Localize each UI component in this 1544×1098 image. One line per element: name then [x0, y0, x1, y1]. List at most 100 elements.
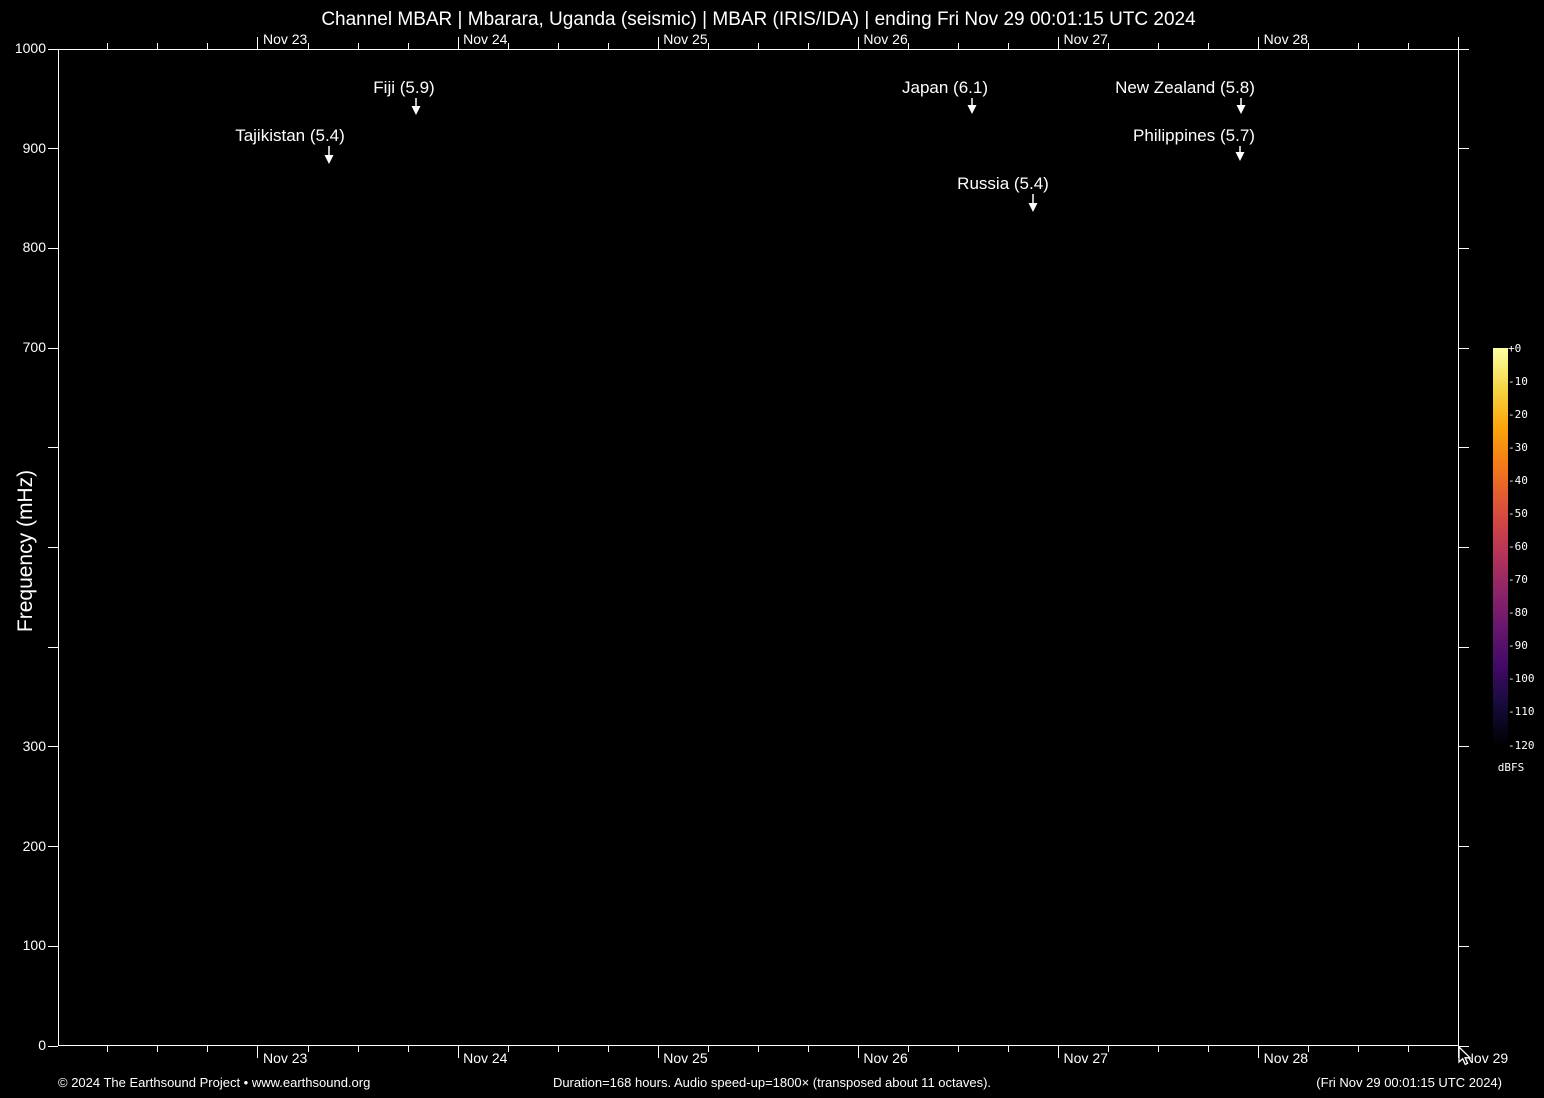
x-tick-minor-bottom — [1358, 1046, 1360, 1052]
colorbar-tick-label: -120 — [1508, 738, 1535, 752]
y-tick-left — [48, 1045, 58, 1047]
y-tick-right — [1459, 746, 1469, 748]
spectrogram-plot-area — [58, 49, 1459, 1046]
x-tick-minor-bottom — [957, 1046, 959, 1052]
x-tick-minor-top — [707, 43, 709, 49]
x-tick-major-bottom — [857, 1046, 859, 1058]
x-tick-minor-bottom — [1208, 1046, 1210, 1052]
footer-duration-info: Duration=168 hours. Audio speed-up=1800×… — [552, 1075, 992, 1090]
y-tick-left — [48, 945, 58, 947]
x-tick-label-top: Nov 25 — [663, 31, 708, 47]
annotation-russia: Russia (5.4) — [957, 174, 1049, 193]
x-tick-minor-bottom — [907, 1046, 909, 1052]
x-tick-minor-bottom — [757, 1046, 759, 1052]
x-tick-minor-top — [357, 43, 359, 49]
x-tick-label-bottom: Nov 24 — [463, 1050, 508, 1066]
x-tick-label-top: Nov 28 — [1263, 31, 1309, 47]
y-tick-right — [1459, 247, 1469, 249]
y-tick-label: 800 — [22, 239, 46, 256]
x-tick-minor-top — [1008, 43, 1009, 49]
x-tick-major-top — [257, 37, 259, 49]
y-tick-right — [1459, 1045, 1469, 1047]
x-tick-minor-bottom — [1408, 1046, 1410, 1052]
x-tick-minor-bottom — [607, 1046, 609, 1052]
x-tick-minor-top — [107, 43, 109, 49]
x-tick-minor-top — [757, 43, 759, 49]
x-tick-major-top — [857, 37, 859, 49]
y-tick-right — [1459, 447, 1469, 449]
y-tick-left — [48, 148, 58, 150]
x-tick-major-bottom — [1058, 1046, 1060, 1058]
y-tick-right — [1459, 547, 1469, 548]
x-tick-minor-top — [307, 43, 309, 49]
x-tick-minor-bottom — [357, 1046, 359, 1052]
x-tick-minor-top — [407, 43, 409, 49]
x-tick-minor-bottom — [307, 1046, 309, 1052]
x-tick-major-bottom — [657, 1046, 659, 1058]
x-tick-minor-top — [957, 43, 959, 49]
y-tick-left — [48, 646, 58, 648]
y-tick-label: 900 — [22, 139, 46, 156]
annotation-philippines: Philippines (5.7) — [1133, 126, 1255, 145]
x-tick-minor-bottom — [407, 1046, 409, 1052]
x-tick-minor-top — [607, 43, 609, 49]
x-tick-label-bottom: Nov 27 — [1063, 1050, 1108, 1066]
colorbar-tick-label: -60 — [1508, 540, 1528, 553]
x-tick-major-top — [457, 37, 459, 49]
y-tick-right — [1459, 646, 1469, 648]
x-tick-minor-top — [1358, 43, 1360, 49]
y-tick-left — [48, 746, 58, 748]
colorbar-tick-label: -50 — [1508, 506, 1528, 520]
y-tick-right — [1459, 347, 1469, 349]
annotation-fiji: Fiji (5.9) — [373, 78, 435, 97]
x-tick-label-top: Nov 23 — [262, 31, 308, 47]
colorbar-tick-label: -20 — [1508, 407, 1528, 421]
page-title: Channel MBAR | Mbarara, Uganda (seismic)… — [321, 9, 1196, 30]
x-tick-major-bottom — [257, 1046, 259, 1058]
x-tick-label-bottom: Nov 28 — [1263, 1050, 1309, 1066]
colorbar-tick-label: +0 — [1508, 341, 1522, 355]
x-tick-minor-top — [207, 43, 209, 49]
x-tick-minor-top — [1208, 43, 1210, 49]
footer-copyright: © 2024 The Earthsound Project • www.eart… — [58, 1075, 371, 1090]
colorbar-tick-label: -30 — [1508, 440, 1528, 454]
x-tick-minor-bottom — [207, 1046, 209, 1052]
y-tick-label: 1000 — [14, 40, 46, 56]
colorbar-unit-label: dBFS — [1497, 761, 1525, 774]
x-tick-label-bottom: Nov 26 — [863, 1050, 908, 1066]
y-tick-left — [48, 247, 58, 249]
y-tick-label: 700 — [22, 339, 46, 356]
x-tick-minor-top — [907, 43, 909, 49]
colorbar-tick-label: -110 — [1508, 705, 1535, 719]
y-tick-label: 200 — [22, 837, 46, 854]
x-tick-major-top — [1458, 37, 1460, 49]
x-tick-minor-bottom — [707, 1046, 709, 1052]
x-tick-major-bottom — [1458, 1046, 1460, 1058]
x-tick-minor-top — [1308, 43, 1310, 49]
y-tick-left — [48, 846, 58, 848]
annotation-new-zealand: New Zealand (5.8) — [1115, 78, 1255, 97]
x-tick-minor-top — [807, 43, 809, 49]
x-tick-minor-bottom — [1308, 1046, 1310, 1052]
y-tick-right — [1459, 48, 1469, 50]
x-tick-minor-top — [557, 43, 559, 49]
x-tick-minor-bottom — [107, 1046, 109, 1052]
x-tick-major-top — [657, 37, 659, 49]
x-tick-minor-top — [1408, 43, 1410, 49]
footer-timestamp: (Fri Nov 29 00:01:15 UTC 2024) — [1316, 1075, 1502, 1090]
y-tick-left — [48, 447, 58, 449]
colorbar-tick-label: -90 — [1508, 639, 1528, 653]
colorbar-tick-label: -40 — [1508, 473, 1528, 487]
y-tick-left — [48, 347, 58, 349]
x-tick-label-bottom: Nov 23 — [262, 1050, 308, 1066]
x-tick-minor-top — [157, 43, 159, 49]
x-tick-minor-top — [1158, 43, 1160, 49]
x-tick-minor-bottom — [1158, 1046, 1160, 1052]
x-tick-minor-bottom — [557, 1046, 559, 1052]
x-tick-minor-bottom — [1108, 1046, 1110, 1052]
colorbar-gradient — [1493, 348, 1508, 745]
y-tick-label: 0 — [38, 1037, 46, 1053]
y-tick-right — [1459, 945, 1469, 947]
y-tick-label: 100 — [22, 937, 46, 954]
